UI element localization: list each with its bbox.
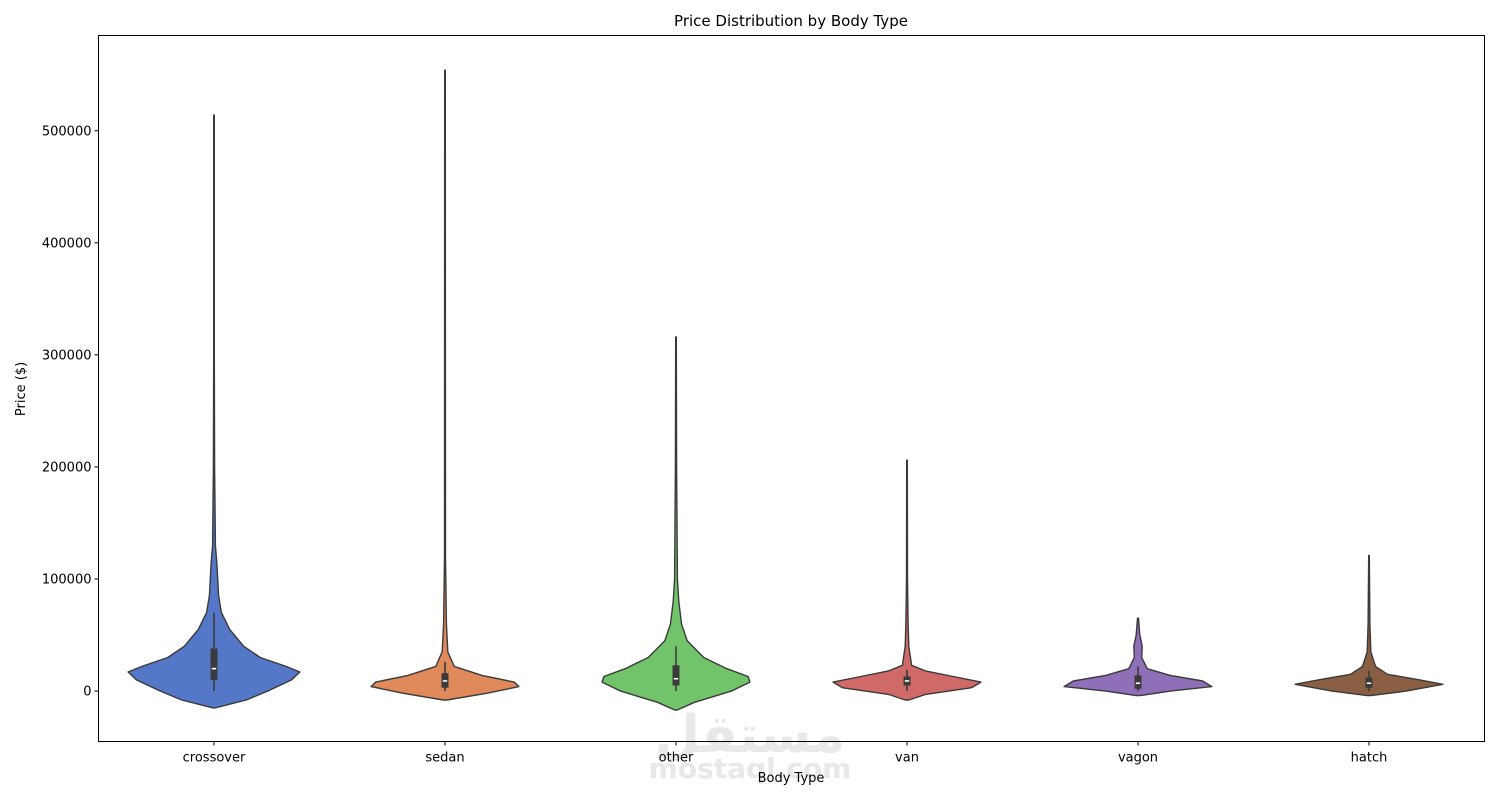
y-axis-title: Price ($)	[14, 362, 29, 416]
y-tick-label: 500000	[42, 124, 92, 139]
chart-title: Price Distribution by Body Type	[674, 12, 908, 30]
x-axis-title: Body Type	[758, 771, 825, 786]
violin-body	[127, 114, 301, 709]
plot-frame	[98, 35, 1485, 742]
x-tick-label: crossover	[183, 751, 246, 766]
violin-vagon	[1063, 617, 1213, 697]
violin-layer	[127, 69, 1444, 711]
violin-body	[832, 459, 982, 701]
y-tick-label: 200000	[42, 460, 92, 475]
watermark-logo: مستقل mostaql.com	[649, 705, 852, 785]
violin-hatch	[1294, 554, 1444, 697]
violin-sedan	[370, 69, 520, 701]
y-tick-label: 300000	[42, 348, 92, 363]
violin-van	[832, 459, 982, 701]
watermark-latin: mostaql.com	[649, 752, 852, 785]
violin-body	[370, 69, 520, 701]
x-tick-label: other	[659, 751, 694, 766]
x-tick-label: van	[895, 751, 919, 766]
violin-crossover	[127, 114, 301, 709]
y-tick-label: 0	[83, 685, 91, 700]
violin-body	[1063, 617, 1213, 697]
violin-body	[1294, 554, 1444, 697]
x-tick-label: vagon	[1118, 751, 1158, 766]
violin-body	[601, 336, 751, 711]
x-tick-label: hatch	[1351, 751, 1388, 766]
x-axis: crossover sedan other van vagon hatch	[183, 741, 1388, 766]
watermark-arabic: مستقل	[655, 705, 845, 765]
violin-other	[601, 336, 751, 711]
violin-iqr-box	[672, 665, 680, 686]
y-tick-label: 100000	[42, 573, 92, 588]
y-axis: 0 100000 200000 300000 400000 500000	[42, 124, 99, 700]
violin-iqr-box	[210, 648, 218, 680]
x-tick-label: sedan	[425, 751, 464, 766]
y-tick-label: 400000	[42, 236, 92, 251]
violin-iqr-box	[1134, 675, 1142, 689]
